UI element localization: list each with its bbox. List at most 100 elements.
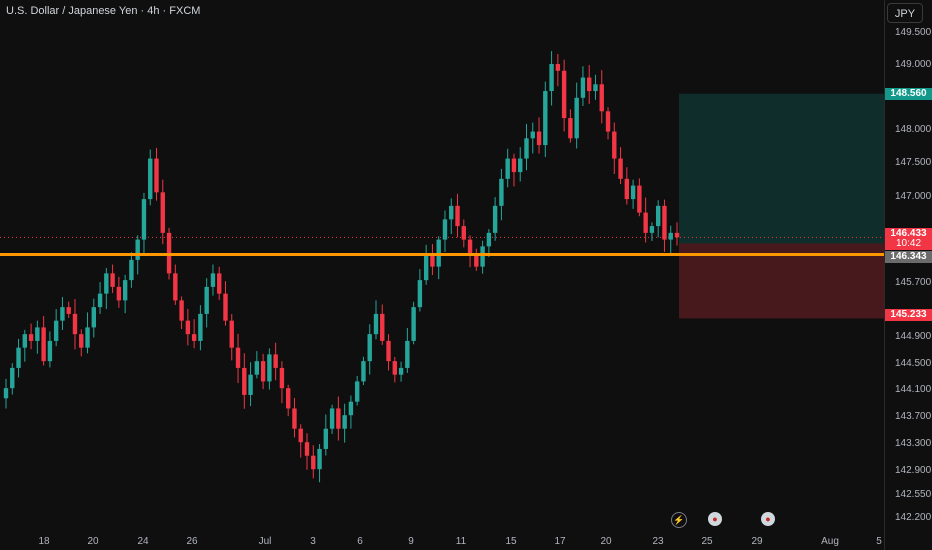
candle-body [455,205,460,227]
x-tick: 18 [38,536,50,547]
candle-body [411,307,416,341]
candle-body [612,131,617,159]
candle-body [79,334,84,348]
symbol-title: U.S. Dollar / Japanese Yen · 4h · FXCM [6,5,201,17]
candle-body [267,354,272,382]
candle-body [35,327,40,341]
candle-body [292,408,297,429]
x-tick: 20 [600,536,612,547]
y-tick: 144.900 [895,331,932,342]
candle-body [311,455,316,470]
x-tick: Jul [258,536,272,547]
y-tick: 145.700 [895,277,932,288]
y-tick: 142.900 [895,465,932,476]
candle-body [392,361,398,375]
candle-body [361,361,366,382]
candle-body [148,158,153,200]
candle-body [398,367,404,375]
entry-price-tag: 146.343 [885,251,932,263]
y-tick: 149.000 [895,59,932,70]
x-tick: 15 [505,536,517,547]
candle-body [141,199,147,240]
candle-body [430,253,435,267]
candle-body [499,178,504,206]
candle-body [561,70,567,119]
stop-price-tag: 145.233 [885,309,932,321]
candle-body [254,361,260,375]
candle-body [518,158,523,173]
currency-button[interactable]: JPY [887,3,923,23]
candle-body [637,185,642,213]
us-flag-icon[interactable]: ● [761,512,775,526]
bar-countdown: 10:42 [885,238,932,250]
y-tick: 147.500 [895,157,932,168]
candle-body [122,280,128,301]
candle-body [386,340,391,362]
candle-body [60,307,65,321]
candle-body [185,320,191,335]
candle-body [223,293,228,321]
candle-body [279,367,285,389]
candle-body [354,381,360,402]
x-tick: 5 [876,536,882,547]
candle-body [367,334,372,362]
candle-body [22,334,28,348]
x-tick: 20 [87,536,99,547]
candle-body [323,428,329,449]
candle-body [72,313,78,335]
candle-body [449,205,454,220]
candle-body [524,138,529,159]
candle-body [91,307,96,328]
candle-body [549,64,554,92]
candle-body [417,280,423,308]
candle-body [405,340,410,368]
candle-body [104,273,109,294]
target-price-tag: 148.560 [885,88,932,100]
x-tick: 26 [186,536,198,547]
candle-body [599,84,604,112]
candle-body [273,354,278,368]
candle-body [511,158,517,173]
candle-body [587,77,592,92]
x-tick: 24 [137,536,149,547]
candle-body [342,415,347,429]
x-tick: 23 [652,536,664,547]
candle-body [304,442,310,456]
y-tick: 143.700 [895,411,932,422]
candle-body [348,401,354,416]
candle-body [229,320,234,348]
candle-body [198,313,203,341]
candle-body [173,273,178,301]
candle-body [116,286,122,301]
candle-body [643,212,648,233]
candle-body [505,158,510,179]
current-price-tag: 146.433 [885,228,932,240]
candle-body [179,300,184,321]
candle-body [662,205,667,240]
candle-body [380,313,385,341]
candle-body [317,448,322,470]
candle-body [624,178,630,200]
lightning-icon[interactable]: ⚡ [671,512,687,528]
x-tick: Aug [821,536,839,547]
candle-body [97,293,103,308]
price-axis-separator [884,0,885,550]
candle-body [154,158,159,193]
candle-body [260,361,266,382]
candle-body [461,226,466,240]
candle-body [423,253,429,281]
us-flag-icon[interactable]: ● [708,512,722,526]
candle-body [580,77,586,98]
candle-body [66,307,71,314]
y-tick: 148.000 [895,124,932,135]
candle-body [593,84,598,92]
candle-body [110,273,115,287]
candle-body [605,111,611,132]
candle-body [41,327,46,362]
candle-body [618,158,623,179]
candle-body [210,273,216,287]
candle-body [336,408,341,429]
x-tick: 11 [455,536,467,547]
